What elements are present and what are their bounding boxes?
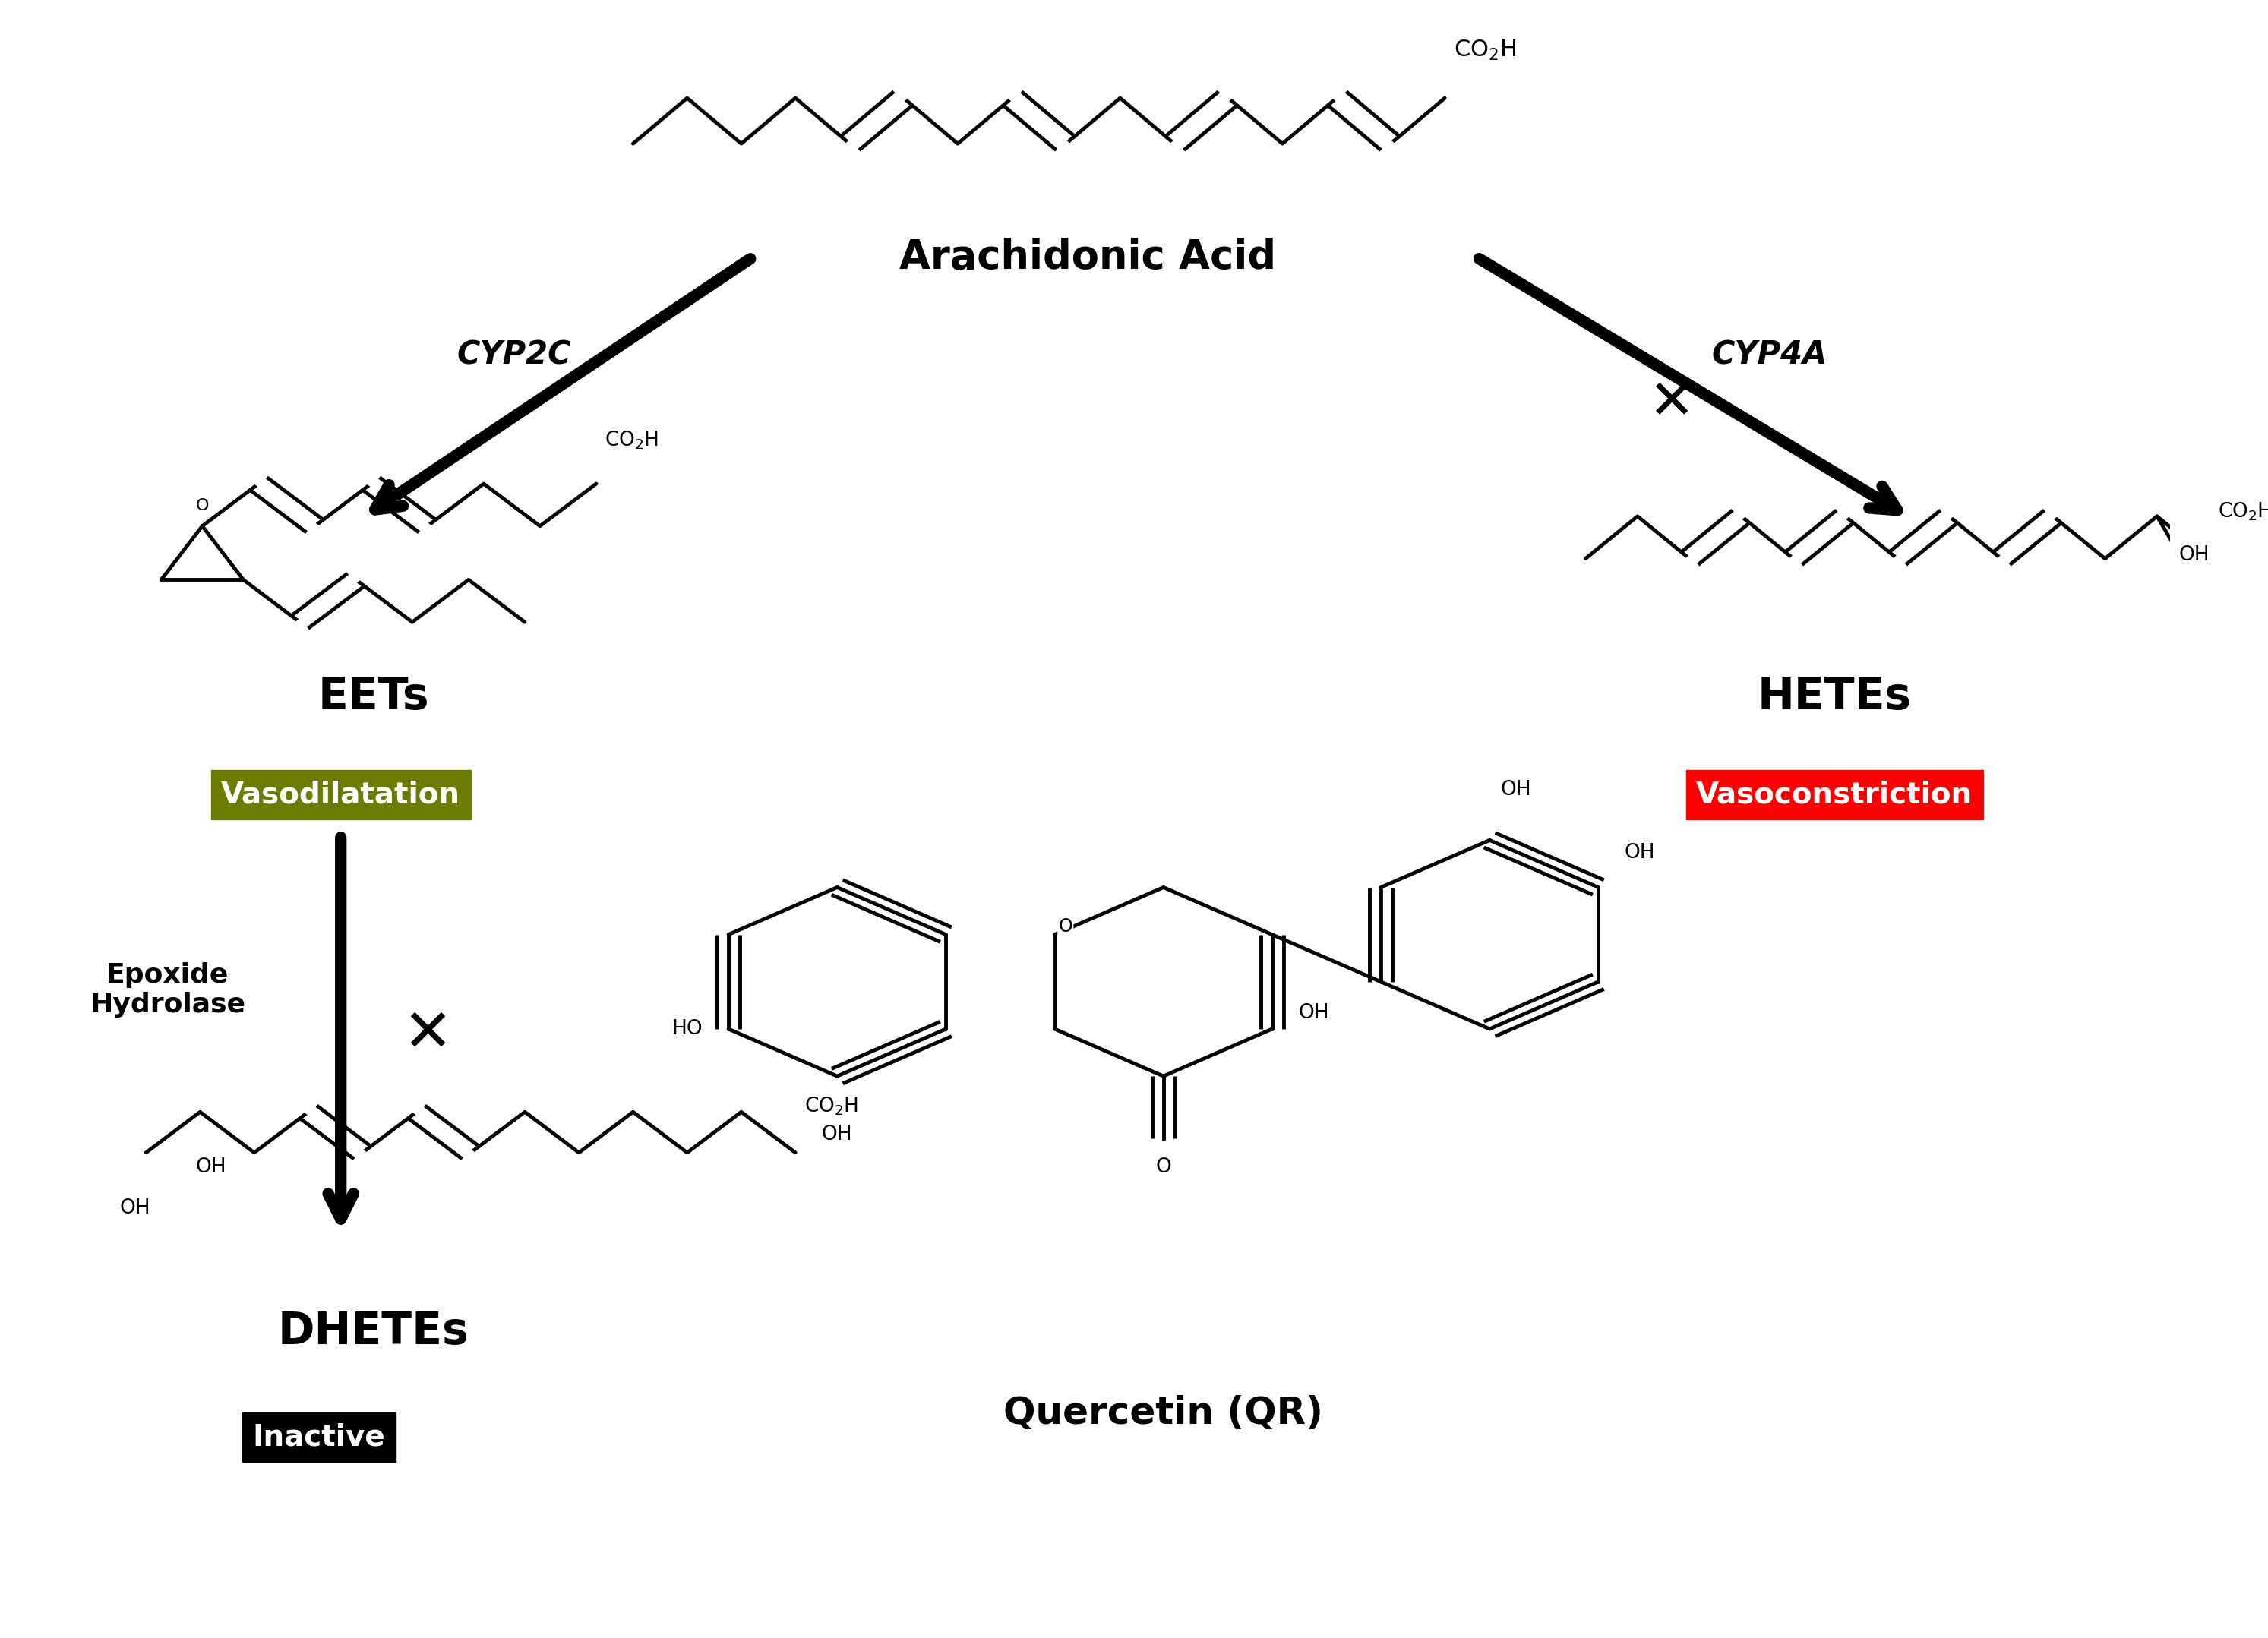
- Text: OH: OH: [195, 1158, 227, 1178]
- Text: OH: OH: [1501, 780, 1531, 799]
- Text: OH: OH: [120, 1197, 150, 1219]
- Text: Arachidonic Acid: Arachidonic Acid: [900, 238, 1277, 277]
- Text: Vasodilatation: Vasodilatation: [222, 780, 460, 809]
- Text: OH: OH: [1297, 1002, 1329, 1022]
- Text: CYP4A: CYP4A: [1712, 339, 1828, 372]
- Text: ✕: ✕: [404, 1006, 451, 1063]
- Text: O: O: [1154, 1158, 1170, 1178]
- Text: CO$_2$H: CO$_2$H: [2218, 501, 2268, 523]
- Text: HO: HO: [671, 1019, 703, 1038]
- Text: CO$_2$H: CO$_2$H: [1454, 39, 1515, 62]
- Text: OH: OH: [2180, 545, 2209, 565]
- Text: OH: OH: [821, 1125, 853, 1145]
- Text: Epoxide
Hydrolase: Epoxide Hydrolase: [91, 962, 245, 1017]
- Text: OH: OH: [1624, 844, 1656, 863]
- Text: CYP2C: CYP2C: [456, 339, 572, 372]
- Text: EETs: EETs: [318, 675, 429, 719]
- Text: Quercetin (QR): Quercetin (QR): [1002, 1396, 1322, 1432]
- Text: ✕: ✕: [1649, 378, 1694, 431]
- Text: O: O: [1059, 917, 1073, 935]
- Text: DHETEs: DHETEs: [277, 1310, 469, 1353]
- Text: CO$_2$H: CO$_2$H: [805, 1096, 857, 1117]
- Text: HETEs: HETEs: [1758, 675, 1912, 719]
- Text: Vasoconstriction: Vasoconstriction: [1696, 780, 1973, 809]
- Text: CO$_2$H: CO$_2$H: [606, 429, 660, 450]
- Text: O: O: [195, 498, 209, 513]
- Text: Inactive: Inactive: [252, 1423, 386, 1451]
